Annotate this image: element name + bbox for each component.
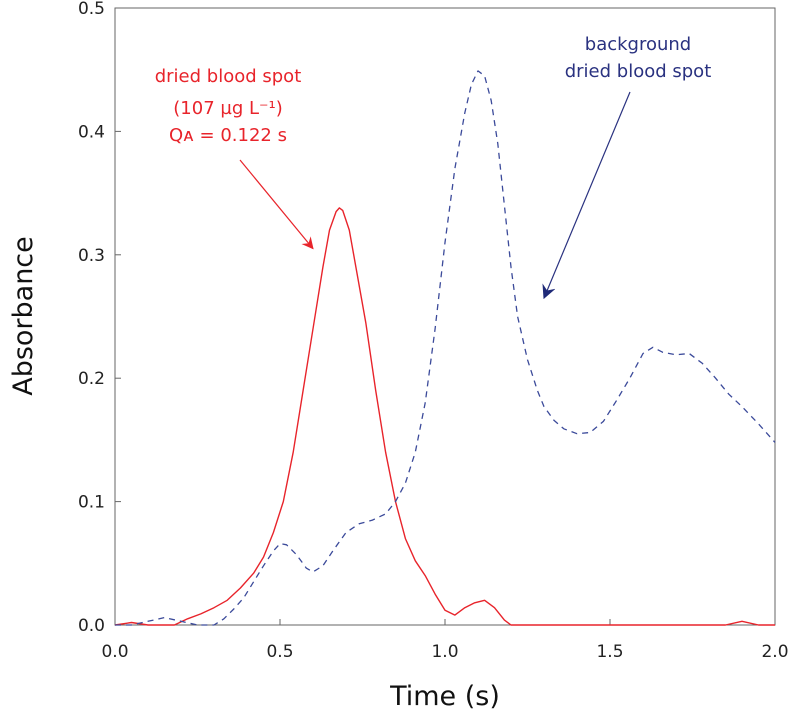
sample-annotation-text: Qᴀ = 0.122 s xyxy=(169,125,287,146)
background-annotation-text: dried blood spot xyxy=(565,61,712,82)
sample-annotation-text: (107 µg L⁻¹) xyxy=(173,98,282,119)
x-tick-label: 2.0 xyxy=(761,642,788,662)
x-tick-label: 1.0 xyxy=(431,642,458,662)
y-tick-label: 0.2 xyxy=(78,369,105,389)
x-tick-label: 1.5 xyxy=(596,642,623,662)
sample-series-line xyxy=(114,207,775,626)
y-axis-title: Absorbance xyxy=(8,236,39,396)
sample-annotation-arrow xyxy=(239,159,314,250)
y-tick-label: 0.5 xyxy=(78,0,105,19)
background-annotation-text: background xyxy=(585,34,691,55)
annotation-layer: dried blood spot (107 µg L⁻¹) Qᴀ = 0.122 s… xyxy=(155,34,712,300)
x-tick-label: 0.0 xyxy=(101,642,128,662)
x-tick-label: 0.5 xyxy=(266,642,293,662)
y-tick-label: 0.4 xyxy=(78,122,105,142)
background-series-line xyxy=(115,70,776,626)
y-tick-label: 0.1 xyxy=(78,493,105,513)
x-axis-title: Time (s) xyxy=(389,681,500,712)
y-tick-label: 0.0 xyxy=(78,616,105,636)
x-axis-ticks: 0.0 0.5 1.0 1.5 2.0 xyxy=(101,619,789,662)
y-tick-label: 0.3 xyxy=(78,246,105,266)
y-axis-ticks: 0.0 0.1 0.2 0.3 0.4 0.5 xyxy=(78,0,121,636)
sample-annotation-text: dried blood spot xyxy=(155,66,302,87)
series-layer xyxy=(114,70,776,626)
background-annotation-arrow xyxy=(542,91,631,300)
